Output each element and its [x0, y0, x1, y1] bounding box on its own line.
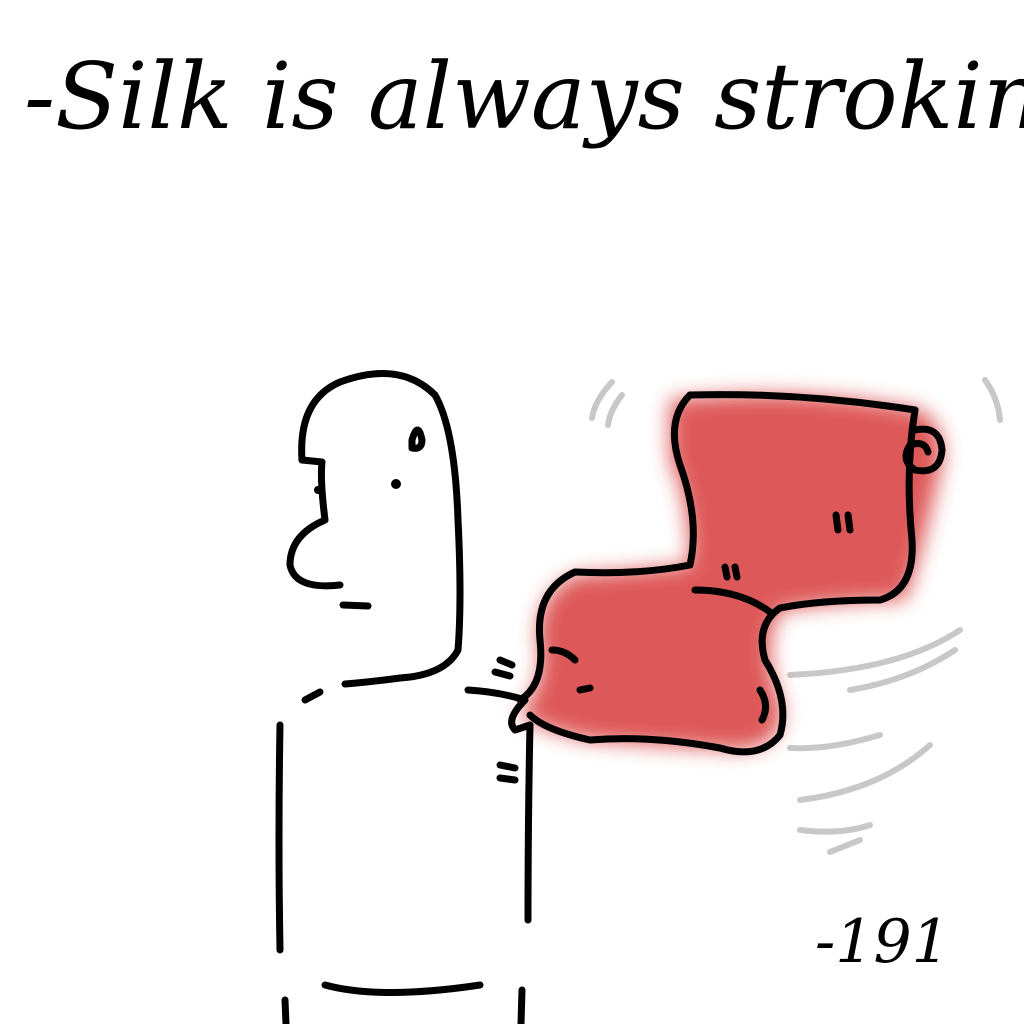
signature: -191 — [815, 907, 950, 977]
person — [275, 370, 534, 1024]
silk-outline — [516, 391, 946, 756]
caption-title: -Silk is always stroking — [24, 43, 1024, 150]
eye — [391, 479, 401, 489]
motion-lines — [589, 377, 1003, 855]
silk-wash — [520, 394, 943, 750]
eye — [314, 486, 322, 494]
